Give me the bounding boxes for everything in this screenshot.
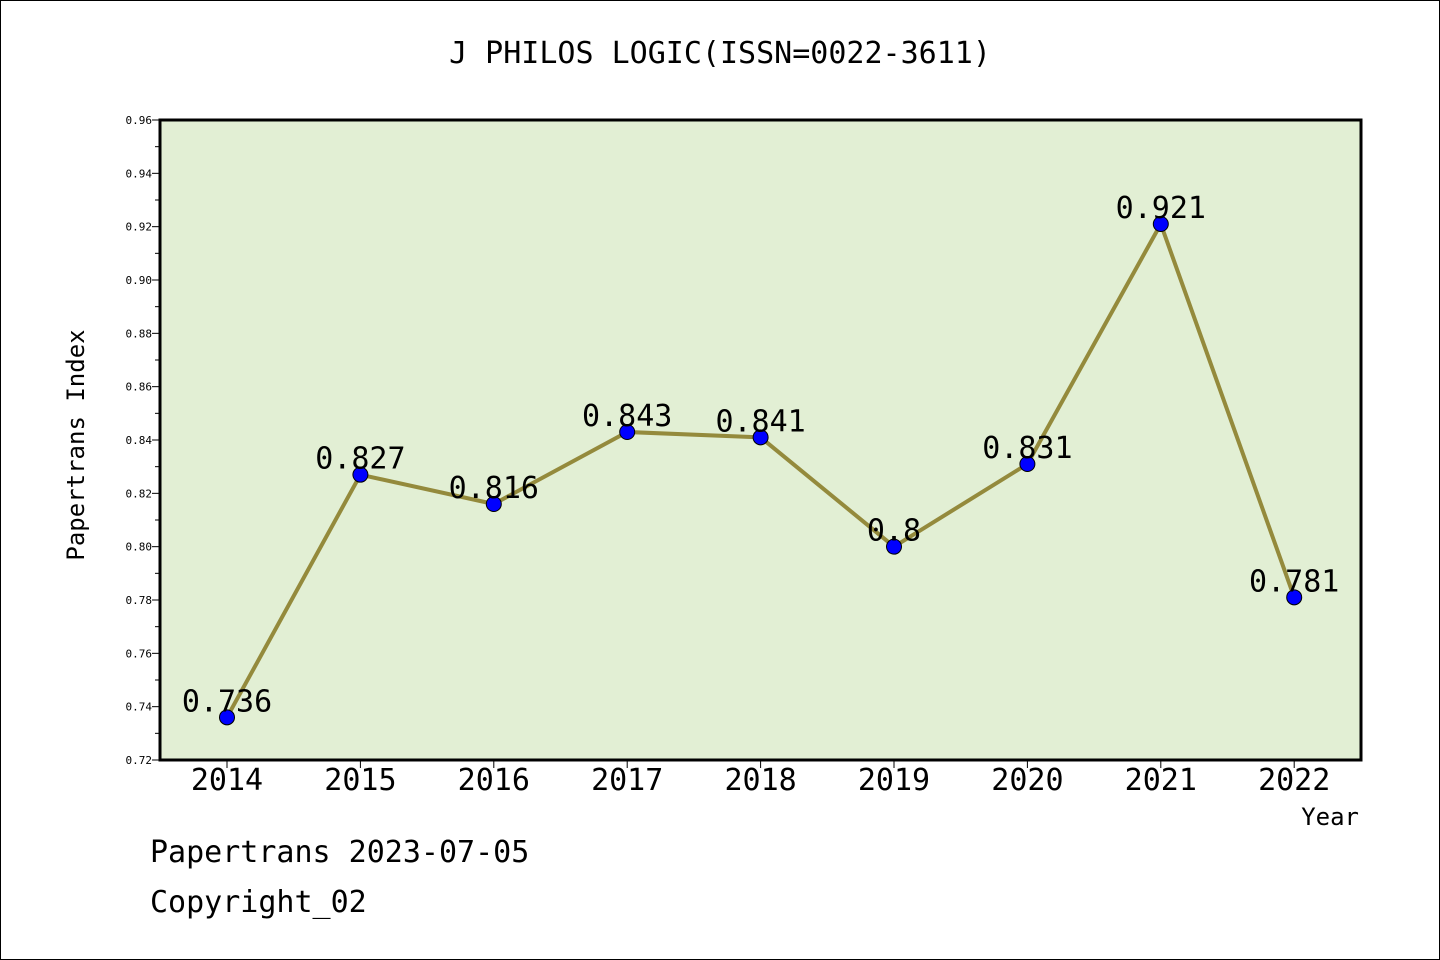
y-tick-label: 0.76 [126, 647, 153, 660]
y-tick-label: 0.86 [126, 381, 153, 394]
x-tick-label: 2020 [991, 763, 1063, 798]
data-label: 0.816 [449, 471, 539, 506]
data-point [1152, 216, 1169, 232]
data-point [886, 538, 902, 555]
data-label: 0.921 [1116, 191, 1206, 226]
x-tick-label: 2021 [1125, 763, 1197, 798]
x-axis-label: Year [1301, 803, 1359, 831]
data-label: 0.781 [1249, 564, 1339, 599]
x-axis-ticks: 2014 2015 2016 2017 2018 2019 2020 2021 2022 [191, 760, 1330, 798]
x-tick-label: 2016 [458, 763, 530, 798]
y-tick-label: 0.80 [126, 541, 153, 554]
x-tick-label: 2018 [724, 763, 796, 798]
y-tick-label: 0.82 [126, 487, 153, 500]
data-point [485, 496, 502, 512]
data-label: 0.736 [182, 684, 272, 719]
data-point [752, 429, 769, 446]
y-axis-ticks: 0.72 0.74 0.76 0.78 0.80 0.82 0.84 0.86 0.88 0.90… [126, 114, 160, 767]
x-tick-label: 2019 [858, 763, 930, 798]
plot-border [158, 118, 1363, 762]
data-point [1019, 456, 1036, 472]
data-point [619, 424, 636, 440]
x-tick-label: 2015 [324, 763, 396, 798]
y-axis-label: Papertrans Index [62, 329, 90, 560]
y-tick-label: 0.84 [126, 434, 153, 447]
series: 0.736 0.827 0.816 0.843 0.841 0.8 0.831 0.921 0.… [182, 191, 1339, 726]
y-tick-label: 0.78 [126, 594, 153, 607]
data-point [1286, 589, 1303, 606]
y-tick-label: 0.94 [126, 167, 153, 180]
y-tick-label: 0.74 [126, 701, 153, 714]
data-point [219, 709, 235, 726]
x-tick-label: 2017 [591, 763, 663, 798]
data-label: 0.831 [982, 431, 1072, 466]
x-tick-label: 2014 [191, 763, 263, 798]
footer-date: Papertrans 2023-07-05 [150, 835, 530, 870]
data-label: 0.841 [715, 404, 805, 439]
data-point [352, 466, 369, 483]
y-tick-label: 0.96 [126, 114, 153, 127]
data-label: 0.843 [582, 399, 672, 434]
y-tick-label: 0.92 [126, 221, 153, 234]
x-tick-label: 2022 [1258, 763, 1330, 798]
chart-title: J PHILOS LOGIC(ISSN=0022-3611) [449, 36, 991, 71]
y-tick-label: 0.88 [126, 327, 153, 340]
data-label: 0.827 [315, 442, 405, 477]
y-tick-label: 0.90 [126, 274, 153, 287]
y-tick-label: 0.72 [126, 754, 153, 767]
data-label: 0.8 [867, 514, 921, 549]
footer-copyright: Copyright_02 [150, 885, 367, 920]
